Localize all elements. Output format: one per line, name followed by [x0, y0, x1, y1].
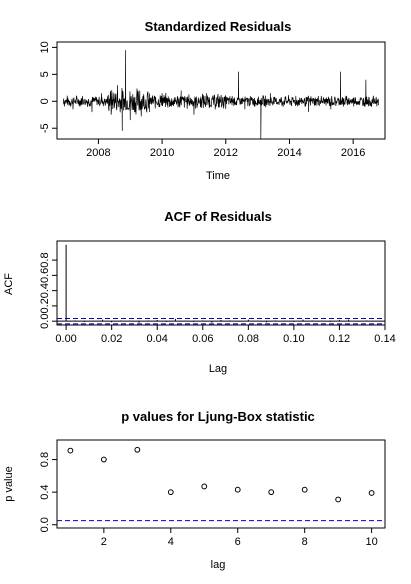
x-tick-label: 4: [168, 536, 174, 548]
x-tick-label: 0.02: [101, 333, 122, 345]
y-tick-label: 0: [39, 98, 51, 104]
residuals-title: Standardized Residuals: [145, 19, 292, 34]
residuals-y-axis: -5 0 5 10: [39, 41, 57, 133]
x-tick-label: 2012: [214, 147, 238, 159]
x-tick-label: 0.00: [55, 333, 76, 345]
y-tick-label: 0.6: [39, 268, 51, 283]
x-tick-label: 6: [235, 536, 241, 548]
x-tick-label: 2010: [150, 147, 174, 159]
x-tick-label: 0.04: [147, 333, 168, 345]
x-tick-label: 2014: [277, 147, 301, 159]
p-value-point: [134, 446, 141, 453]
y-tick-label: 0.8: [39, 252, 51, 267]
acf-panel: ACF of Residuals 0.00.20.40.60.8 0.00 0.0…: [3, 209, 396, 375]
y-tick-label: 0.8: [39, 452, 51, 467]
x-tick-label: 2016: [341, 147, 365, 159]
y-tick-label: 0.4: [39, 484, 51, 499]
x-tick-label: 0.14: [374, 333, 395, 345]
ljung-box-panel: p values for Ljung-Box statistic 0.00.40…: [3, 409, 386, 571]
residuals-x-axis: 2008 2010 2012 2014 2016: [86, 139, 365, 159]
p-value-point: [167, 489, 174, 496]
residuals-line: [63, 50, 379, 140]
acf-title: ACF of Residuals: [164, 209, 272, 224]
p-value-point: [268, 489, 275, 496]
p-value-point: [67, 447, 74, 454]
acf-y-axis: 0.00.20.40.60.8: [39, 252, 57, 329]
ljung-box-y-label: p value: [3, 466, 15, 501]
ljung-box-title: p values for Ljung-Box statistic: [121, 409, 315, 424]
p-value-point: [100, 456, 107, 463]
p-value-point: [234, 486, 241, 493]
residuals-series: [63, 50, 379, 140]
x-tick-label: 2008: [86, 147, 110, 159]
p-value-point: [335, 496, 342, 503]
ljung-box-x-label: lag: [211, 559, 226, 571]
p-value-point: [301, 486, 308, 493]
y-tick-label: 0.4: [39, 283, 51, 298]
ljung-box-plot-box: [56, 439, 386, 529]
x-tick-label: 0.10: [283, 333, 304, 345]
y-tick-label: -5: [39, 123, 51, 133]
residuals-x-label: Time: [206, 170, 230, 182]
acf-x-label: Lag: [209, 363, 227, 375]
ljung-box-x-axis: 2 4 6 8 10: [101, 528, 378, 548]
y-tick-label: 0.0: [39, 314, 51, 329]
x-tick-label: 2: [101, 536, 107, 548]
x-tick-label: 8: [302, 536, 308, 548]
ljung-box-y-axis: 0.0 0.4 0.8: [39, 452, 57, 532]
y-tick-label: 0.2: [39, 298, 51, 313]
p-value-point: [201, 483, 208, 490]
acf-y-label: ACF: [3, 273, 15, 295]
acf-plot-box: [56, 240, 386, 326]
x-tick-label: 0.08: [238, 333, 259, 345]
y-tick-label: 5: [39, 71, 51, 77]
x-tick-label: 0.12: [329, 333, 350, 345]
p-value-point: [368, 490, 375, 496]
y-tick-label: 0.0: [39, 517, 51, 532]
residuals-plot-box: [56, 41, 386, 140]
acf-x-axis: 0.00 0.02 0.04 0.06 0.08 0.10 0.12 0.14: [55, 325, 396, 345]
ljung-box-points: [57, 446, 385, 522]
acf-bars: [57, 244, 385, 325]
y-tick-label: 10: [39, 41, 51, 53]
x-tick-label: 10: [365, 536, 377, 548]
x-tick-label: 0.06: [192, 333, 213, 345]
